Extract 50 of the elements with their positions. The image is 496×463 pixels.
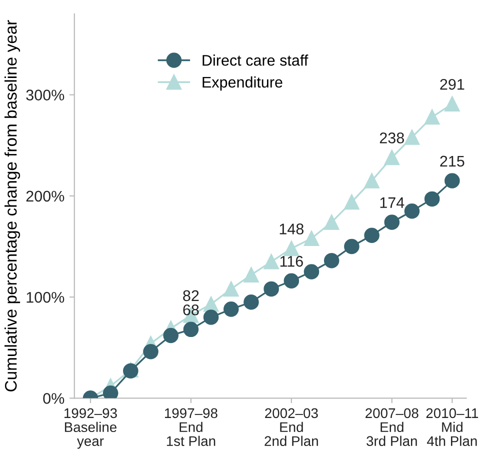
point [223, 281, 239, 297]
point [304, 230, 320, 246]
point [364, 173, 380, 188]
data-label: 148 [280, 224, 304, 234]
point [264, 281, 279, 297]
data-label: 68 [183, 304, 199, 316]
point [344, 194, 360, 210]
x-tick-label: 2007–08 End 3rd Plan [366, 408, 418, 446]
point [444, 96, 460, 112]
x-tick-label: 2002–03 End 2nd Plan [264, 408, 318, 446]
y-tick-label: 0% [43, 393, 64, 404]
x-tick-label: 1992–93 Baseline year [64, 408, 117, 449]
data-label: 82 [183, 290, 199, 302]
point [244, 294, 259, 310]
point [143, 344, 158, 360]
y-axis-title: Cumulative percentage change from baseline year [4, 20, 20, 392]
point [264, 254, 279, 270]
point [223, 302, 239, 317]
data-label: 174 [380, 197, 404, 208]
point [102, 385, 118, 398]
point [284, 240, 300, 256]
point [424, 109, 440, 125]
point [444, 173, 460, 188]
point [404, 130, 420, 145]
point [163, 328, 178, 344]
data-label: 291 [440, 78, 464, 90]
point [304, 264, 320, 280]
point [244, 267, 259, 282]
data-label: 116 [280, 256, 303, 267]
data-label: 238 [380, 132, 404, 144]
point [384, 214, 400, 230]
legend-label: Direct care staff [202, 54, 308, 66]
point [364, 228, 380, 243]
point [324, 214, 340, 230]
y-tick-label: 300% [26, 90, 64, 100]
point [384, 150, 400, 166]
point [424, 191, 440, 207]
point [404, 203, 420, 219]
x-tick-label: 1997–98 End 1st Plan [164, 408, 218, 446]
x-tick-label: 2010–11 Mid 4th Plan [426, 408, 478, 446]
data-label: 215 [440, 156, 464, 167]
y-tick-label: 100% [26, 292, 64, 303]
point [203, 296, 219, 312]
point [324, 253, 340, 268]
point [183, 322, 199, 338]
point [203, 310, 219, 325]
y-tick-label: 200% [26, 190, 64, 202]
point [344, 238, 360, 254]
legend-label: Expenditure [202, 76, 282, 91]
point [284, 273, 300, 289]
